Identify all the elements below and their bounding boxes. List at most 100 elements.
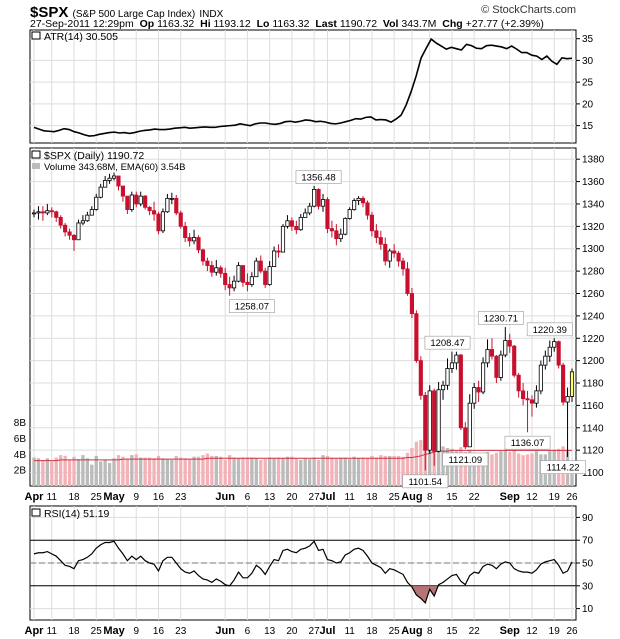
price-annotation-box xyxy=(526,322,573,337)
candle-body xyxy=(352,200,357,210)
price-annotation-box xyxy=(228,299,275,313)
volume-bar xyxy=(201,455,205,486)
chart-symbol-line: $SPX (S&P 500 Large Cap Index) INDX xyxy=(30,4,223,21)
volume-bar xyxy=(530,453,534,486)
candle-body xyxy=(31,212,37,215)
candle-body xyxy=(481,362,486,393)
volume-bar xyxy=(379,455,383,486)
candle-body xyxy=(289,220,294,227)
volume-bar xyxy=(281,458,285,486)
price-annotation-box xyxy=(540,460,587,474)
candle-body xyxy=(556,341,561,366)
rsi-x-label: 11 xyxy=(47,626,58,637)
rsi-x-label: Aug xyxy=(401,625,422,637)
rsi-x-label: Jun xyxy=(215,625,235,637)
volume-bar xyxy=(139,457,143,486)
candle-body xyxy=(334,230,339,240)
candle-body xyxy=(187,237,192,242)
price-annotation-box xyxy=(442,452,489,467)
volume-bar xyxy=(254,458,258,486)
atr-axis-tick-label: 35 xyxy=(582,34,594,45)
candle-body xyxy=(147,206,152,212)
volume-bar xyxy=(316,459,321,486)
volume-legend-swatch xyxy=(32,163,40,169)
candle-body xyxy=(94,196,99,210)
volume-bar xyxy=(388,455,392,486)
candle-body xyxy=(445,368,450,386)
candle-body xyxy=(498,354,503,378)
price-annotation-box xyxy=(477,310,524,325)
candle-body xyxy=(294,225,299,231)
price-x-label: 9 xyxy=(133,492,139,503)
volume-bar xyxy=(232,457,236,486)
candle-body xyxy=(240,265,246,283)
candle-body xyxy=(458,354,463,429)
volume-bar xyxy=(67,459,72,486)
rsi-x-label: 11 xyxy=(344,626,355,637)
volume-bar xyxy=(63,455,67,486)
rsi-axis-tick-label: 50 xyxy=(582,559,594,570)
price-x-label: 22 xyxy=(469,492,481,503)
volume-bar xyxy=(285,456,290,486)
volume-bar xyxy=(227,455,232,486)
volume-bar xyxy=(121,456,125,486)
candle-body xyxy=(298,216,303,231)
volume-bar xyxy=(250,457,254,486)
candle-body xyxy=(414,313,419,362)
volume-bar xyxy=(107,463,112,486)
candle-body xyxy=(249,276,254,285)
volume-tick-label: 6B xyxy=(14,434,27,445)
price-axis-tick-label: 1240 xyxy=(582,311,605,322)
price-axis-tick-label: 1360 xyxy=(582,177,605,188)
candle-body xyxy=(329,228,334,232)
price-axis-tick-label: 1120 xyxy=(582,446,604,457)
candle-body xyxy=(392,250,397,254)
candle-body xyxy=(71,234,77,241)
candle-body xyxy=(169,197,174,200)
rsi-x-label: 16 xyxy=(153,626,165,637)
candle-body xyxy=(200,249,206,262)
volume-bar xyxy=(485,451,490,486)
volume-bar xyxy=(90,464,94,486)
volume-bar xyxy=(352,456,356,486)
candle-body xyxy=(463,427,468,448)
volume-bar xyxy=(223,459,227,486)
candle-body xyxy=(489,349,495,357)
price-x-label: 18 xyxy=(366,492,378,503)
volume-bar xyxy=(445,448,450,486)
price-axis-tick-label: 1220 xyxy=(582,334,605,345)
candle-body xyxy=(272,250,277,268)
volume-bar xyxy=(267,457,272,486)
rsi-line xyxy=(33,540,573,605)
volume-bar xyxy=(334,458,339,486)
candle-body xyxy=(54,211,59,218)
rsi-x-label: 18 xyxy=(68,626,80,637)
candle-body xyxy=(125,195,130,210)
chg-value: +27.77 (+2.39%) xyxy=(465,18,544,30)
candle-body xyxy=(85,214,90,222)
candle-body xyxy=(254,260,259,278)
vol-value: 343.7M xyxy=(401,18,437,30)
candle-body xyxy=(432,390,437,452)
candle-body xyxy=(476,387,481,393)
volume-bar xyxy=(36,458,41,486)
low-value: 1163.32 xyxy=(272,18,310,30)
price-x-label: 18 xyxy=(68,492,80,503)
volume-bar xyxy=(174,455,178,486)
candle-body xyxy=(387,250,392,262)
candle-body xyxy=(116,175,121,187)
candle-body xyxy=(36,211,41,214)
price-axis-tick-label: 1260 xyxy=(582,289,605,300)
volume-bar xyxy=(410,448,414,486)
volume-bar xyxy=(72,456,76,486)
price-annotation: 1230.71 xyxy=(484,313,518,324)
volume-bar xyxy=(312,457,316,486)
volume-bar xyxy=(321,455,325,486)
candle-body xyxy=(280,225,286,253)
candle-body xyxy=(529,399,535,404)
volume-bar xyxy=(156,455,161,486)
price-x-label: 25 xyxy=(389,492,401,503)
candle-body xyxy=(151,210,157,215)
candle-body xyxy=(516,374,521,392)
candle-body xyxy=(63,224,68,233)
